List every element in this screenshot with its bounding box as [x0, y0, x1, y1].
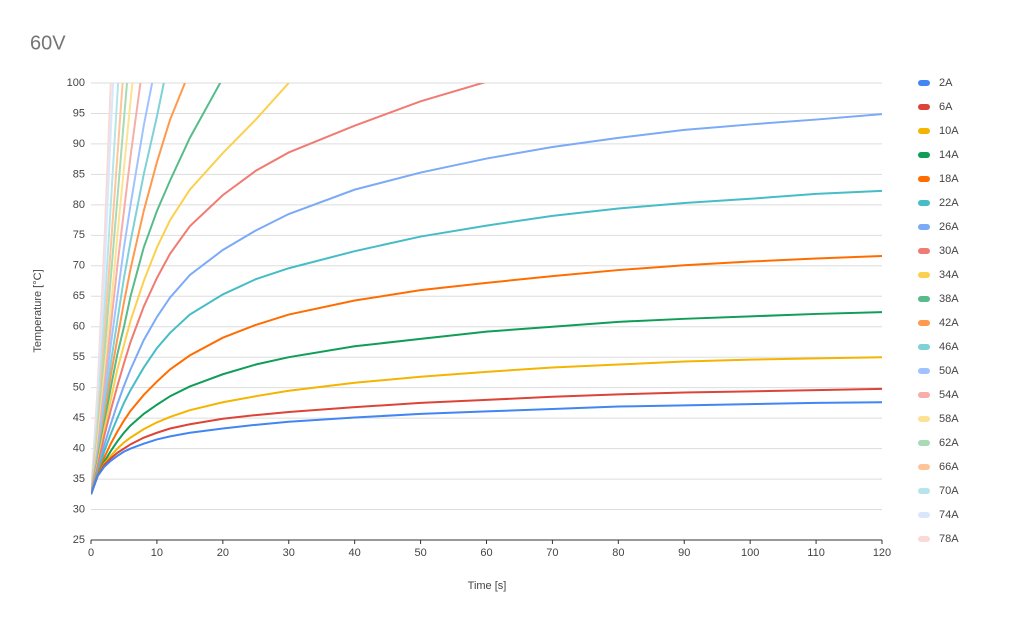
legend-label: 54A: [939, 389, 959, 401]
legend-label: 38A: [939, 293, 959, 305]
legend-label: 42A: [939, 317, 959, 329]
legend-swatch: [918, 512, 930, 518]
y-tick-label: 25: [73, 534, 85, 546]
y-tick-label: 35: [73, 473, 85, 485]
legend-label: 18A: [939, 173, 959, 185]
x-tick-label: 30: [283, 547, 295, 559]
x-tick-label: 0: [88, 547, 94, 559]
x-tick-label: 110: [807, 547, 825, 559]
series-line: [91, 83, 120, 495]
x-axis-title: Time [s]: [468, 580, 507, 592]
legend-swatch: [918, 248, 930, 254]
x-tick-label: 40: [349, 547, 361, 559]
x-tick-label: 60: [480, 547, 492, 559]
chart-title: 60V: [30, 32, 66, 54]
legend-label: 30A: [939, 245, 959, 257]
y-tick-label: 85: [73, 168, 85, 180]
series-line: [91, 189, 882, 495]
x-tick-label: 90: [678, 547, 690, 559]
legend-label: 2A: [939, 77, 953, 89]
legend-label: 62A: [939, 437, 959, 449]
y-tick-label: 45: [73, 412, 85, 424]
legend-swatch: [918, 320, 930, 326]
y-tick-label: 70: [73, 260, 85, 272]
legend-label: 70A: [939, 485, 959, 497]
legend-label: 50A: [939, 365, 959, 377]
legend-label: 26A: [939, 221, 959, 233]
legend-swatch: [918, 104, 930, 110]
legend-label: 10A: [939, 125, 959, 137]
y-tick-label: 100: [67, 77, 85, 89]
legend-label: 78A: [939, 533, 959, 545]
y-tick-label: 65: [73, 290, 85, 302]
x-tick-label: 10: [151, 547, 163, 559]
legend-swatch: [918, 392, 930, 398]
legend-swatch: [918, 80, 930, 86]
y-tick-label: 30: [73, 503, 85, 515]
y-tick-label: 40: [73, 443, 85, 455]
x-tick-label: 120: [873, 547, 891, 559]
legend-label: 58A: [939, 413, 959, 425]
series-line: [91, 83, 486, 495]
series-line: [91, 356, 882, 495]
legend-label: 6A: [939, 101, 953, 113]
legend-label: 22A: [939, 197, 959, 209]
x-tick-label: 20: [217, 547, 229, 559]
series-line: [91, 83, 222, 495]
legend-label: 66A: [939, 461, 959, 473]
series-line: [91, 311, 882, 495]
x-tick-label: 50: [414, 547, 426, 559]
y-tick-label: 80: [73, 199, 85, 211]
legend-label: 74A: [939, 509, 959, 521]
legend-swatch: [918, 176, 930, 182]
legend-swatch: [918, 200, 930, 206]
legend-swatch: [918, 416, 930, 422]
legend-swatch: [918, 296, 930, 302]
series-line: [91, 401, 882, 495]
legend-swatch: [918, 488, 930, 494]
y-tick-label: 75: [73, 229, 85, 241]
y-tick-label: 60: [73, 321, 85, 333]
y-tick-label: 55: [73, 351, 85, 363]
x-tick-label: 100: [741, 547, 759, 559]
legend-swatch: [918, 440, 930, 446]
y-axis-title: Temperature [°C]: [32, 269, 44, 352]
legend-swatch: [918, 536, 930, 542]
legend-swatch: [918, 464, 930, 470]
series-line: [91, 255, 882, 495]
legend-swatch: [918, 152, 930, 158]
legend-swatch: [918, 344, 930, 350]
legend-swatch: [918, 224, 930, 230]
y-tick-label: 90: [73, 138, 85, 150]
legend-label: 14A: [939, 149, 959, 161]
y-tick-label: 95: [73, 107, 85, 119]
series-line: [91, 387, 882, 495]
legend-label: 34A: [939, 269, 959, 281]
legend-label: 46A: [939, 341, 959, 353]
series-line: [91, 113, 882, 495]
y-tick-label: 50: [73, 382, 85, 394]
series-line: [91, 83, 290, 495]
x-tick-label: 80: [612, 547, 624, 559]
x-tick-label: 70: [546, 547, 558, 559]
legend-swatch: [918, 368, 930, 374]
legend-swatch: [918, 128, 930, 134]
legend-swatch: [918, 272, 930, 278]
